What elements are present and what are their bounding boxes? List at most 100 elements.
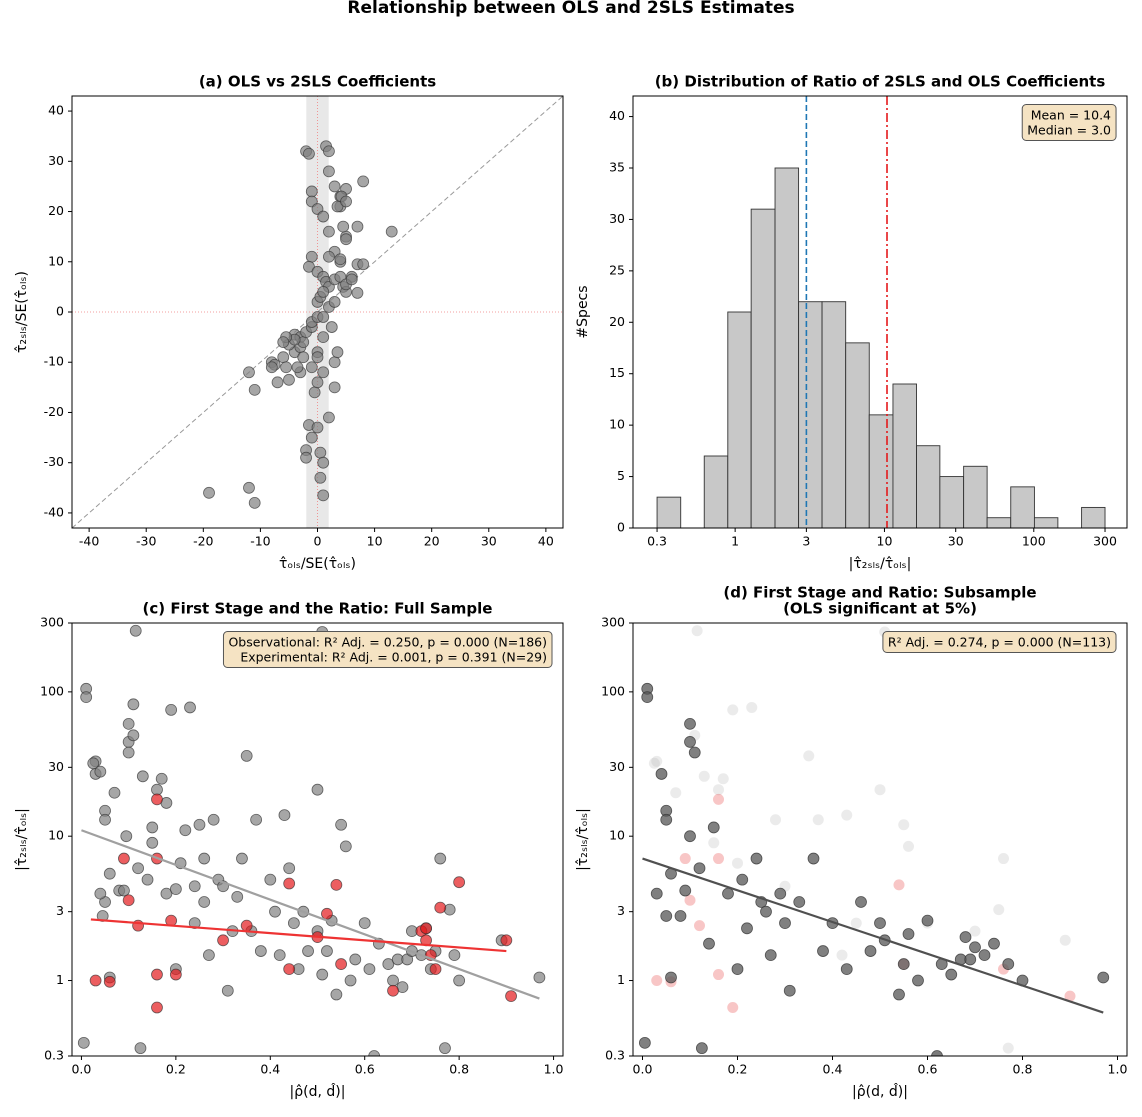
x-tick-label: 0.0 <box>633 1062 653 1077</box>
x-axis-label: τ̂ₒₗₛ/SE(τ̂ₒₗₛ) <box>279 556 356 572</box>
panel-title: (c) First Stage and the Ratio: Full Samp… <box>143 600 493 618</box>
scatter-point <box>750 852 763 865</box>
scatter-point <box>94 887 107 900</box>
y-tick-label: 10 <box>48 828 64 843</box>
scatter-point <box>703 937 715 950</box>
y-tick-label: 20 <box>48 203 64 218</box>
x-tick-label: 0.6 <box>918 1062 938 1077</box>
scatter-point <box>969 925 981 937</box>
y-axis-label: τ̂₂ₛₗₛ/SE(τ̂ₒₗₛ) <box>14 271 30 353</box>
scatter-point <box>731 963 744 976</box>
panel: (c) First Stage and the Ratio: Full Samp… <box>14 600 564 1101</box>
scatter-point <box>198 852 211 865</box>
scatter-point <box>122 746 135 759</box>
scatter-point <box>363 963 376 976</box>
scatter-point <box>283 373 295 386</box>
y-tick-label: 20 <box>609 314 625 329</box>
scatter-point <box>713 853 724 865</box>
scatter-point <box>217 934 229 947</box>
scatter-point <box>453 974 466 987</box>
scatter-point <box>368 1050 381 1056</box>
scatter-point <box>311 783 324 796</box>
scatter-point <box>311 376 324 389</box>
scatter-point <box>283 877 296 890</box>
scatter-point <box>357 258 370 271</box>
scatter-point <box>1097 971 1110 984</box>
scatter-point <box>988 937 1000 950</box>
scatter-point <box>850 917 862 929</box>
scatter-point <box>94 765 107 778</box>
y-tick-label: 3 <box>617 903 625 918</box>
scatter-point <box>650 887 663 900</box>
scatter-point <box>146 836 159 849</box>
scatter-point <box>283 862 296 875</box>
annotation-text: Mean = 10.4 <box>1031 108 1111 123</box>
scatter-point <box>188 917 201 929</box>
histogram-bar <box>963 465 988 528</box>
scatter-point <box>793 896 806 908</box>
scatter-point <box>203 486 215 499</box>
scatter-point <box>277 336 290 349</box>
y-tick-label: 5 <box>617 468 625 483</box>
scatter-point <box>335 958 348 970</box>
scatter-point <box>448 949 461 962</box>
scatter-point <box>328 356 341 369</box>
scatter-point <box>453 876 466 889</box>
scatter-point <box>736 873 749 886</box>
histogram-bar <box>916 445 941 528</box>
scatter-point <box>134 1042 147 1055</box>
scatter-point <box>434 901 447 914</box>
scatter-point <box>248 383 261 396</box>
scatter-point <box>713 793 724 805</box>
scatter-point <box>248 496 261 509</box>
scatter-point <box>874 917 886 929</box>
x-tick-label: 40 <box>538 534 554 549</box>
annotation-box: R² Adj. = 0.274, p = 0.000 (N=113) <box>882 631 1117 653</box>
scatter-point <box>271 376 284 389</box>
scatter-point <box>898 819 910 831</box>
axes-frame <box>632 95 1128 529</box>
scatter-point <box>783 984 796 997</box>
x-tick-label: 0.6 <box>355 1062 375 1077</box>
scatter-point <box>897 958 910 970</box>
scatter-point <box>533 971 546 984</box>
y-tick-label: 0.3 <box>605 1048 625 1063</box>
scatter-point <box>80 691 93 703</box>
scatter-point <box>303 147 315 160</box>
scatter-point <box>817 945 829 957</box>
scatter-point <box>240 919 253 932</box>
scatter-point <box>179 824 192 837</box>
scatter-point <box>231 890 244 903</box>
scatter-point <box>243 366 255 379</box>
scatter-point <box>330 878 343 891</box>
scatter-point <box>688 746 701 759</box>
scatter-point <box>679 884 692 897</box>
scatter-point <box>439 1042 451 1055</box>
scatter-point <box>382 958 395 970</box>
scatter-point <box>717 773 729 785</box>
scatter-point <box>345 273 358 286</box>
histogram-bar <box>821 301 847 528</box>
scatter-point <box>648 757 660 769</box>
scatter-point <box>505 990 517 1003</box>
scatter-point <box>434 852 447 865</box>
scatter-point <box>122 717 135 730</box>
scatter-point <box>155 772 168 785</box>
scatter-point <box>741 922 753 935</box>
scatter-point <box>316 968 329 981</box>
regression-line <box>90 918 507 953</box>
x-tick-label: -10 <box>250 534 270 549</box>
panel: (b) Distribution of Ratio of 2SLS and OL… <box>575 73 1128 572</box>
histogram-bar <box>727 311 752 528</box>
scatter-point <box>323 165 335 178</box>
y-tick-label: 3 <box>56 903 64 918</box>
scatter-point <box>684 894 696 906</box>
scatter-point <box>127 698 140 711</box>
scatter-point <box>358 917 371 929</box>
scatter-point <box>684 717 696 730</box>
scatter-point <box>969 941 981 954</box>
scatter-point <box>323 250 335 263</box>
scatter-point <box>323 225 335 238</box>
x-axis-label: |ρ̂(d, d̂)| <box>290 1083 346 1100</box>
